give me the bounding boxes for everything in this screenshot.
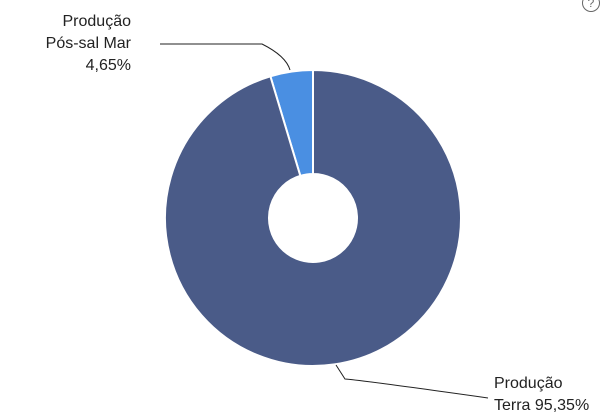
labels-group: Produção Pós-sal Mar 4,65% Produção Terra 95… — [46, 13, 590, 414]
leader-line-1 — [335, 364, 489, 399]
slice-1[interactable] — [164, 68, 462, 367]
leader-line-0 — [160, 43, 291, 71]
slice-label-line: 4,65% — [86, 57, 131, 74]
slice-label-line: Produção — [63, 13, 132, 30]
slices-group — [164, 68, 462, 367]
slice-label-0: Produção Pós-sal Mar 4,65% — [46, 13, 132, 74]
slice-label-line: Pós-sal Mar — [46, 35, 132, 52]
slice-label-1: Produção Terra 95,35% — [494, 375, 589, 414]
slice-label-line: Produção — [494, 375, 563, 392]
slice-label-line: Terra 95,35% — [494, 397, 589, 414]
